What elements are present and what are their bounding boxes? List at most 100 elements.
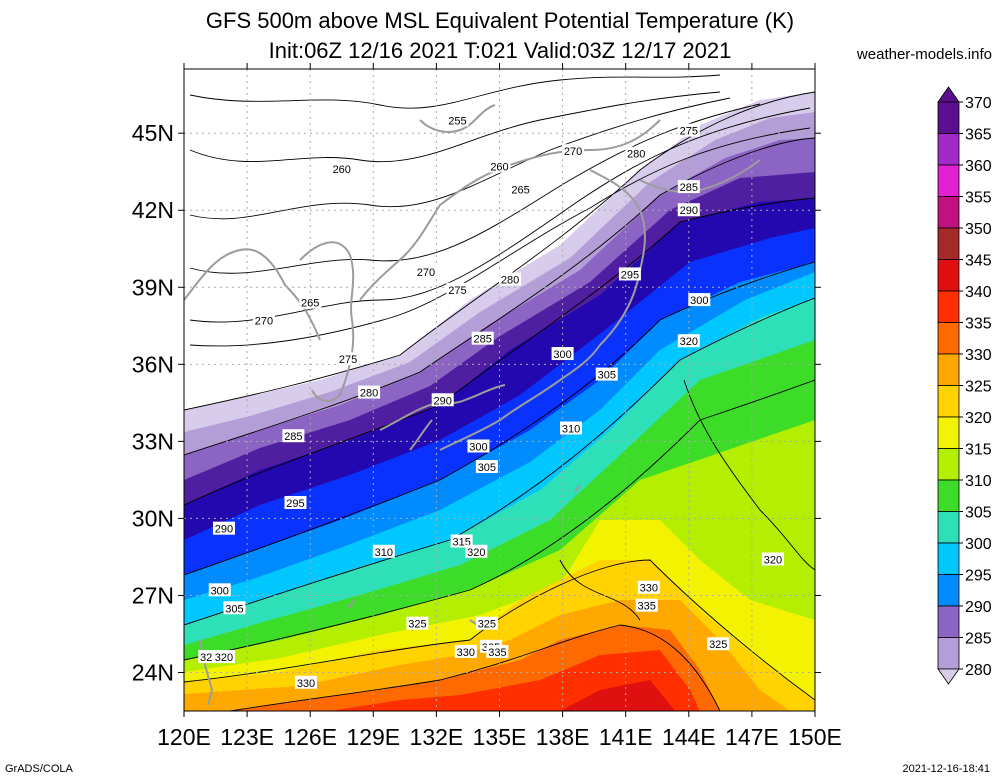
contour-label: 300	[690, 295, 708, 307]
contour-label: 335	[638, 601, 656, 613]
contour-label: 290	[680, 205, 698, 217]
colorbar-bin	[937, 290, 960, 323]
colorbar-label: 330	[965, 347, 992, 364]
lon-tick-label: 129E	[346, 724, 400, 750]
contour-label-bg	[707, 637, 730, 651]
lat-tick-label: 36N	[132, 351, 174, 377]
contour-label-bg	[618, 267, 641, 281]
contour-label-bg	[488, 159, 511, 173]
contour-label: 300	[553, 349, 571, 361]
contour-label-bg	[509, 182, 532, 196]
contour-label: 295	[286, 498, 304, 510]
contour-label: 320	[764, 554, 782, 566]
contour-label-bg	[223, 601, 246, 615]
colorbar-label: 340	[965, 284, 992, 301]
colorbar-bin	[937, 164, 960, 197]
contour-label-bg	[337, 352, 360, 366]
contour-label-bg	[677, 180, 700, 194]
colorbar-label: 280	[965, 662, 992, 679]
lon-tick-label: 138E	[536, 724, 590, 750]
contour-label: 300	[469, 441, 487, 453]
contour-label: 325	[408, 619, 426, 631]
contour-label-bg	[450, 534, 473, 548]
colorbar-bin	[937, 196, 960, 229]
contour-label-bg	[372, 544, 395, 558]
contour-label-bg	[212, 650, 235, 664]
contour-label-bg	[212, 521, 235, 535]
contour-label: 330	[297, 678, 315, 690]
colorbar-bin	[937, 511, 960, 544]
lon-axis-labels: 120E 123E 126E 129E 132E 135E 138E 141E 144E 147E…	[157, 63, 842, 750]
contour-label: 275	[448, 285, 466, 297]
contour-label: 305	[598, 370, 616, 382]
colorbar-bin	[937, 416, 960, 449]
contour-label: 300	[211, 585, 229, 597]
colorbar-top-arrow	[937, 86, 960, 103]
contour-label-bg	[330, 162, 353, 176]
contour-label-bg	[406, 616, 429, 630]
colorbar-bin	[937, 448, 960, 481]
contour-label: 280	[627, 149, 645, 161]
contour-label: 255	[448, 115, 466, 127]
contour-label-bg	[595, 367, 618, 381]
contour-label: 280	[360, 388, 378, 400]
contour-label-bg	[414, 264, 437, 278]
lon-tick-label: 150E	[788, 724, 842, 750]
contour-label-bg	[252, 313, 275, 327]
contour-label: 310	[375, 547, 393, 559]
contour-label: 295	[621, 269, 639, 281]
contour-label-bg	[761, 552, 784, 566]
graticule	[184, 69, 815, 711]
contour-label-bg	[471, 331, 494, 345]
contour-label-bg	[208, 583, 231, 597]
contour-label: 285	[284, 431, 302, 443]
contour-label-bg	[677, 334, 700, 348]
colorbar-bin	[937, 542, 960, 575]
colorbar-label: 305	[965, 505, 992, 522]
contour-label: 280	[501, 275, 519, 287]
contour-label: 335	[488, 647, 506, 659]
contour-label: 285	[680, 182, 698, 194]
contour-label-bg	[475, 460, 498, 474]
colorbar-bin	[937, 574, 960, 607]
colorbar-bin	[937, 637, 960, 670]
contour-label: 320	[215, 652, 233, 664]
contour-label: 310	[562, 424, 580, 436]
colorbar-bin	[937, 133, 960, 166]
colorbar-label: 370	[965, 95, 992, 112]
lat-tick-label: 45N	[132, 120, 174, 146]
lon-tick-label: 126E	[283, 724, 337, 750]
lat-tick-label: 27N	[132, 582, 174, 608]
contour-label: 270	[417, 267, 435, 279]
contour-label-bg	[635, 598, 658, 612]
contour-label-bg	[551, 347, 574, 361]
contour-label: 290	[215, 524, 233, 536]
contour-label-bg	[284, 495, 307, 509]
contour-label: 330	[640, 583, 658, 595]
colorbar-label: 345	[965, 253, 992, 270]
lat-axis-labels: 24N 27N 30N 33N 36N 39N 42N 45N	[132, 120, 821, 685]
contour-label: 305	[478, 462, 496, 474]
contour-label-bg	[431, 393, 454, 407]
map-subtitle: Init:06Z 12/16 2021 T:021 Valid:03Z 12/1…	[268, 38, 732, 63]
lon-tick-label: 147E	[725, 724, 779, 750]
lon-tick-label: 141E	[599, 724, 653, 750]
contour-label-bg	[446, 282, 469, 296]
contour-label: 330	[457, 647, 475, 659]
contour-label-bg	[358, 385, 381, 399]
contour-label: 265	[301, 298, 319, 310]
contour-label: 270	[564, 146, 582, 158]
coastlines	[184, 104, 761, 706]
contour-label-bg	[677, 203, 700, 217]
colorbar-label: 325	[965, 379, 992, 396]
contour-label: 275	[339, 354, 357, 366]
colorbar-label: 315	[965, 442, 992, 459]
contour-label: 305	[225, 603, 243, 615]
colorbar-label: 300	[965, 536, 992, 553]
contour-label: 320	[467, 547, 485, 559]
software-credit: GrADS/COLA	[5, 763, 73, 775]
contour-label: 325	[709, 639, 727, 651]
lat-tick-label: 33N	[132, 428, 174, 454]
